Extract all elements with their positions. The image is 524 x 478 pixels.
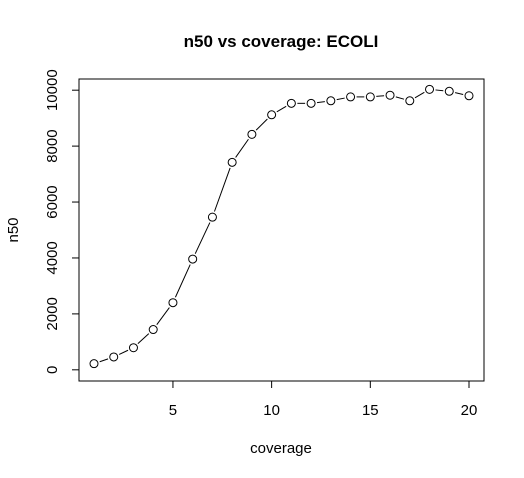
data-point	[444, 86, 454, 96]
series-line-segment	[194, 222, 211, 254]
y-axis-label: n50	[5, 217, 22, 242]
y-tick-label: 0	[44, 366, 61, 374]
series-line-segment	[395, 96, 405, 100]
data-point	[385, 90, 395, 100]
data-point	[365, 92, 375, 102]
data-point	[326, 96, 336, 106]
series-line-segment	[435, 89, 444, 92]
data-point	[188, 254, 198, 264]
data-point	[207, 212, 217, 222]
series-points	[89, 84, 474, 369]
data-point	[425, 84, 435, 94]
data-point	[109, 352, 119, 362]
series-line-segment	[414, 91, 425, 99]
data-point	[286, 98, 296, 108]
x-axis-label: coverage	[250, 440, 312, 457]
data-point	[306, 98, 316, 108]
series-line-segment	[156, 307, 170, 326]
x-tick-label: 20	[461, 402, 478, 419]
series-line-segment	[316, 101, 325, 104]
data-point	[464, 91, 474, 101]
y-tick-label: 8000	[44, 129, 61, 162]
series-line-segment	[174, 264, 191, 298]
y-tick-label: 4000	[44, 241, 61, 274]
series-line-segment	[276, 105, 287, 113]
series-line-segment	[235, 138, 249, 158]
x-tick-label: 10	[263, 402, 280, 419]
data-point	[247, 129, 257, 139]
y-tick-label: 10000	[44, 69, 61, 111]
chart-title: n50 vs coverage: ECOLI	[184, 32, 379, 51]
x-tick-label: 15	[362, 402, 379, 419]
series-line-segment	[137, 333, 150, 345]
x-tick-label: 5	[169, 402, 177, 419]
series-line-segment	[213, 167, 231, 212]
series-line-segment	[99, 358, 109, 363]
series-line	[99, 89, 464, 363]
y-tick-label: 2000	[44, 297, 61, 330]
data-point	[267, 110, 277, 120]
data-point	[89, 359, 99, 369]
data-point	[346, 92, 356, 102]
data-point	[148, 325, 158, 335]
data-point	[128, 343, 138, 353]
series-line-segment	[255, 118, 268, 131]
data-point	[168, 298, 178, 308]
series-line-segment	[455, 92, 464, 95]
x-axis: 5 10 15 20	[169, 380, 478, 419]
data-point	[405, 96, 415, 106]
y-axis: 0 2000 4000 6000 8000 10000	[44, 69, 80, 374]
series-line-segment	[376, 95, 385, 97]
y-tick-label: 6000	[44, 185, 61, 218]
series-line-segment	[336, 97, 345, 101]
plot-frame	[78, 78, 485, 382]
series-line-segment	[118, 349, 129, 355]
data-point	[227, 157, 237, 167]
